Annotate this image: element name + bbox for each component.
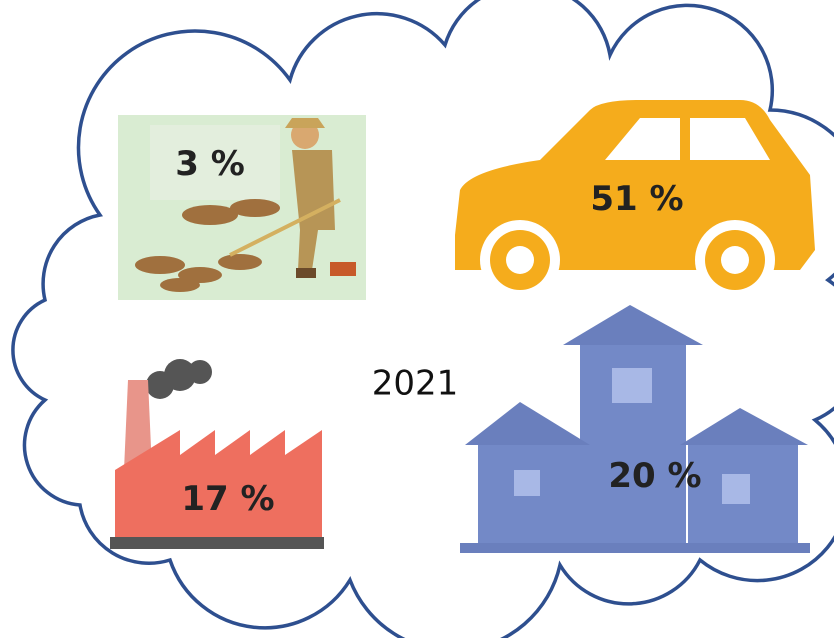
houses-icon xyxy=(460,305,810,553)
year-label: 2021 xyxy=(372,364,459,404)
farmer-icon xyxy=(118,115,366,300)
transport-label: 51 % xyxy=(590,179,683,219)
factory-icon xyxy=(110,359,324,549)
agriculture-label: 3 % xyxy=(175,144,245,184)
industry-label: 17 % xyxy=(181,479,274,519)
car-icon xyxy=(455,100,815,300)
buildings-label: 20 % xyxy=(608,456,701,496)
